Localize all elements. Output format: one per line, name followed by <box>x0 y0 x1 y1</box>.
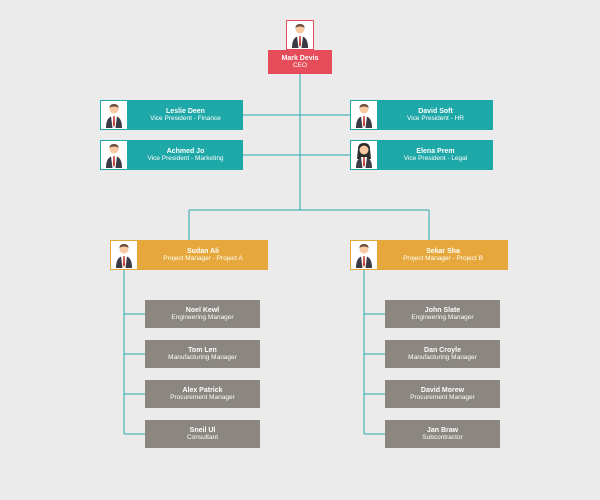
vp-node: David SoftVice President - HR <box>350 100 493 130</box>
person-name: John Slate <box>425 307 460 315</box>
connector-lines <box>0 0 600 500</box>
person-name: Dan Croyle <box>424 347 461 355</box>
person-label: Sudan AliProject Manager - Project A <box>138 240 268 270</box>
person-label: David SoftVice President - HR <box>378 100 493 130</box>
person-avatar <box>100 100 128 130</box>
staff-node: David MorewProcurement Manager <box>385 380 500 408</box>
person-name: Sneil Ul <box>190 427 216 435</box>
staff-node: Dan CroyleManufacturing Manager <box>385 340 500 368</box>
person-title: Vice President - Legal <box>404 155 467 162</box>
person-title: CEO <box>293 62 307 69</box>
person-name: Tom Len <box>188 347 217 355</box>
person-title: Engineering Manager <box>411 314 473 321</box>
person-label: Achmed JoVice President - Marketing <box>128 140 243 170</box>
person-label: Leslie DeenVice President - Finance <box>128 100 243 130</box>
person-title: Engineering Manager <box>171 314 233 321</box>
org-chart: Mark DevisCEO Leslie DeenVice President … <box>0 0 600 500</box>
staff-node: Jan BrawSubcontractor <box>385 420 500 448</box>
person-title: Procurement Manager <box>410 394 475 401</box>
pm-node: Sudan AliProject Manager - Project A <box>110 240 268 270</box>
vp-node: Achmed JoVice President - Marketing <box>100 140 243 170</box>
person-name: Achmed Jo <box>167 148 205 156</box>
person-name: Jan Braw <box>427 427 458 435</box>
person-label: Elena PremVice President - Legal <box>378 140 493 170</box>
person-avatar <box>286 20 314 50</box>
person-title: Vice President - HR <box>407 115 464 122</box>
person-title: Manufacturing Manager <box>408 354 477 361</box>
person-name: Elena Prem <box>416 148 454 156</box>
staff-node: John SlateEngineering Manager <box>385 300 500 328</box>
person-title: Project Manager - Project A <box>163 255 242 262</box>
staff-node: Alex PatrickProcurement Manager <box>145 380 260 408</box>
person-name: David Soft <box>418 108 453 116</box>
person-title: Subcontractor <box>422 434 462 441</box>
person-avatar <box>350 140 378 170</box>
vp-node: Elena PremVice President - Legal <box>350 140 493 170</box>
person-title: Procurement Manager <box>170 394 235 401</box>
staff-node: Noel KewlEngineering Manager <box>145 300 260 328</box>
person-label: Mark DevisCEO <box>268 50 332 74</box>
person-title: Vice President - Marketing <box>147 155 223 162</box>
person-name: Noel Kewl <box>186 307 219 315</box>
person-title: Vice President - Finance <box>150 115 221 122</box>
person-name: David Morew <box>421 387 464 395</box>
person-avatar <box>350 100 378 130</box>
person-title: Manufacturing Manager <box>168 354 237 361</box>
person-name: Alex Patrick <box>182 387 222 395</box>
person-avatar <box>110 240 138 270</box>
person-label: Sekar ShaProject Manager - Project B <box>378 240 508 270</box>
person-name: Leslie Deen <box>166 108 205 116</box>
person-title: Consultant <box>187 434 218 441</box>
person-avatar <box>350 240 378 270</box>
person-name: Sudan Ali <box>187 248 219 256</box>
ceo-node: Mark DevisCEO <box>268 20 332 74</box>
person-avatar <box>100 140 128 170</box>
pm-node: Sekar ShaProject Manager - Project B <box>350 240 508 270</box>
person-name: Sekar Sha <box>426 248 460 256</box>
vp-node: Leslie DeenVice President - Finance <box>100 100 243 130</box>
person-title: Project Manager - Project B <box>403 255 483 262</box>
staff-node: Sneil UlConsultant <box>145 420 260 448</box>
person-name: Mark Devis <box>282 55 319 63</box>
staff-node: Tom LenManufacturing Manager <box>145 340 260 368</box>
